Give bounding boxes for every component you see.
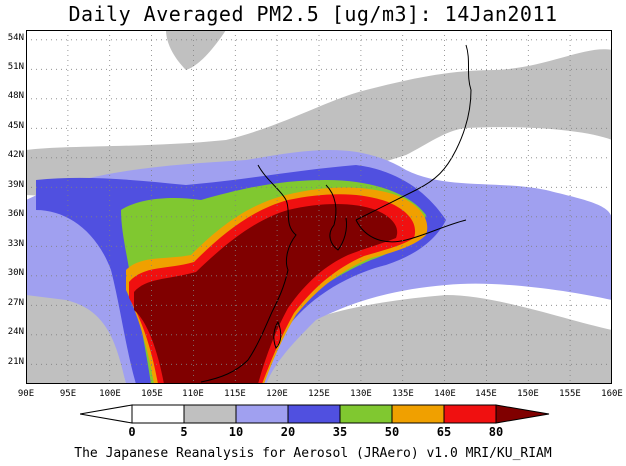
lat-tick-label: 39N <box>7 180 24 190</box>
credit-text: The Japanese Reanalysis for Aerosol (JRA… <box>74 446 552 461</box>
graticule <box>26 30 612 384</box>
colorbar-label: 35 <box>332 425 348 439</box>
lon-tick-label: 95E <box>59 389 77 399</box>
colorbar-segment <box>131 404 185 424</box>
lon-tick-label: 130E <box>350 389 372 399</box>
lat-tick-label: 45N <box>7 121 24 131</box>
lat-tick-label: 30N <box>7 268 24 278</box>
map-frame <box>26 30 612 384</box>
colorbar-label: 80 <box>488 425 504 439</box>
colorbar-segment <box>235 404 289 424</box>
coastline-taiwan <box>273 320 282 349</box>
lat-tick-label: 24N <box>7 327 24 337</box>
lat-tick-label: 42N <box>7 150 24 160</box>
colorbar-lower-arrow <box>80 404 133 424</box>
colorbar <box>80 404 550 424</box>
lon-tick-label: 90E <box>17 389 35 399</box>
lon-tick-label: 140E <box>434 389 456 399</box>
pm25-band-5-10-south <box>26 274 612 384</box>
map-title: Daily Averaged PM2.5 [ug/m3]: 14Jan2011 <box>68 2 558 26</box>
lat-tick-label: 51N <box>7 62 24 72</box>
lon-tick-label: 150E <box>517 389 539 399</box>
lat-tick-label: 48N <box>7 91 24 101</box>
lat-tick-label: 54N <box>7 33 24 43</box>
coastline-korea <box>325 184 347 251</box>
colorbar-label: 65 <box>436 425 452 439</box>
colorbar-label: 10 <box>228 425 244 439</box>
lon-tick-label: 105E <box>141 389 163 399</box>
lat-tick-label: 36N <box>7 209 24 219</box>
coastline-japan <box>355 44 472 243</box>
lon-tick-label: 155E <box>559 389 581 399</box>
lon-tick-label: 160E <box>601 389 623 399</box>
lon-tick-label: 120E <box>266 389 288 399</box>
colorbar-label: 0 <box>128 425 136 439</box>
colorbar-label: 20 <box>280 425 296 439</box>
lat-tick-label: 21N <box>7 357 24 367</box>
lat-tick-label: 27N <box>7 298 24 308</box>
colorbar-segment <box>443 404 497 424</box>
colorbar-segment <box>339 404 393 424</box>
pm25-map-svg <box>26 30 612 384</box>
pm25-band-80-plus <box>134 204 398 384</box>
colorbar-label: 50 <box>384 425 400 439</box>
lon-tick-label: 115E <box>224 389 246 399</box>
colorbar-upper-arrow <box>495 404 550 424</box>
lon-tick-label: 145E <box>475 389 497 399</box>
colorbar-label: 5 <box>180 425 188 439</box>
lon-tick-label: 135E <box>392 389 414 399</box>
lon-tick-label: 100E <box>99 389 121 399</box>
lat-tick-label: 33N <box>7 239 24 249</box>
coastline-china <box>200 164 297 383</box>
pm25-map <box>26 30 612 384</box>
lon-tick-label: 110E <box>182 389 204 399</box>
lon-tick-label: 125E <box>308 389 330 399</box>
pm25-band-5-10-north <box>26 49 612 201</box>
colorbar-segment <box>391 404 445 424</box>
colorbar-segment <box>287 404 341 424</box>
colorbar-segment <box>183 404 237 424</box>
